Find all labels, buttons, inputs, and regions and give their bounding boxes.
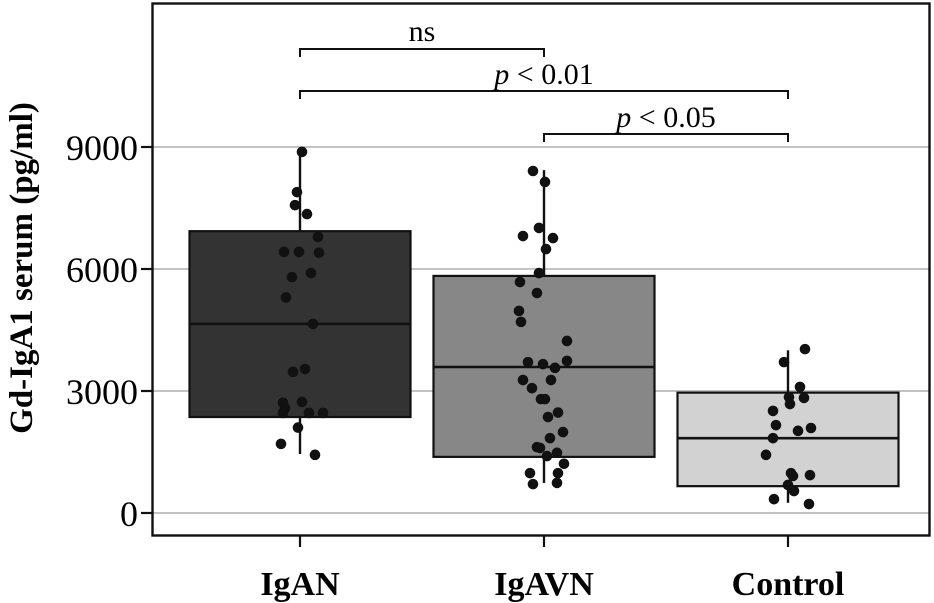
data-point-igan — [303, 407, 315, 419]
sig-label-ns-rest: ns — [409, 15, 436, 48]
data-point-igan — [280, 292, 292, 303]
sig-bracket-0 — [299, 48, 545, 57]
data-point-igavn — [551, 447, 563, 459]
data-point-igavn — [517, 230, 529, 242]
data-point-igavn — [539, 176, 551, 188]
data-point-igavn — [534, 442, 546, 454]
data-point-control — [803, 498, 815, 510]
data-point-control — [798, 392, 810, 404]
x-category-label-igavn: IgAVN — [494, 566, 594, 603]
plot-frame — [151, 2, 931, 537]
data-point-igan — [313, 247, 325, 259]
x-category-label-igan: IgAN — [260, 566, 340, 603]
data-point-igan — [275, 438, 287, 450]
data-point-igavn — [552, 467, 564, 479]
sig-bracket-2 — [543, 133, 789, 142]
data-point-control — [788, 485, 800, 497]
data-point-control — [767, 405, 779, 417]
data-point-igan — [301, 208, 313, 220]
data-point-igan — [289, 199, 301, 211]
sig-label-p001-rest: < 0.01 — [509, 58, 593, 91]
data-point-igan — [312, 231, 324, 243]
data-point-igavn — [533, 267, 545, 279]
data-point-igavn — [540, 243, 552, 255]
sig-label-p005: p < 0.05 — [614, 101, 715, 134]
data-point-igan — [307, 318, 319, 330]
data-point-igavn — [533, 222, 545, 234]
data-point-control — [792, 425, 804, 437]
sig-label-p005-italic: p — [614, 101, 631, 134]
sig-label-p001-italic: p — [492, 58, 509, 91]
data-point-igavn — [561, 355, 573, 367]
data-point-igan — [309, 449, 321, 461]
data-point-igan — [296, 396, 308, 408]
y-axis-title: Gd-IgA1 serum (pg/ml) — [4, 102, 40, 434]
data-point-igan — [305, 267, 317, 279]
data-point-igavn — [552, 407, 564, 418]
data-point-igan — [299, 363, 311, 375]
data-point-control — [799, 343, 811, 355]
data-point-igavn — [514, 276, 526, 288]
data-point-igan — [317, 407, 329, 419]
data-point-igavn — [558, 458, 570, 470]
data-point-igan — [291, 186, 303, 198]
data-point-control — [767, 432, 779, 444]
data-point-igavn — [526, 382, 538, 394]
data-point-control — [804, 469, 816, 481]
data-point-igavn — [537, 358, 549, 370]
data-point-igan — [287, 366, 299, 378]
data-point-igavn — [531, 287, 543, 299]
data-point-igan — [296, 146, 308, 158]
data-point-igan — [277, 407, 289, 419]
data-point-control — [787, 470, 799, 482]
y-tick-label-9000: 9000 — [66, 128, 138, 168]
sig-bracket-1 — [299, 90, 789, 99]
data-point-control — [794, 381, 806, 393]
plot-dynamic-layer — [141, 48, 929, 547]
sig-label-ns: ns — [409, 15, 436, 48]
data-point-igavn — [549, 362, 561, 374]
data-point-igan — [292, 422, 304, 433]
data-point-igavn — [561, 335, 573, 347]
data-point-igavn — [547, 232, 559, 244]
data-point-control — [770, 419, 782, 431]
sig-label-p001: p < 0.01 — [492, 58, 593, 91]
data-point-igan — [286, 271, 298, 283]
data-point-igavn — [527, 165, 539, 177]
data-point-igavn — [513, 305, 525, 317]
data-point-igavn — [527, 478, 539, 490]
data-point-igavn — [542, 411, 554, 423]
data-point-igan — [293, 246, 305, 258]
data-point-igavn — [522, 356, 534, 368]
data-point-igavn — [539, 393, 551, 405]
data-point-igan — [278, 246, 290, 258]
data-point-igavn — [517, 374, 529, 386]
data-point-igavn — [545, 374, 557, 386]
data-point-control — [805, 422, 817, 434]
y-tick-label-3000: 3000 — [66, 372, 138, 412]
data-point-igavn — [515, 316, 527, 328]
x-category-label-control: Control — [732, 566, 845, 603]
y-tick-label-0: 0 — [120, 494, 138, 534]
data-point-igavn — [557, 426, 569, 438]
data-point-control — [784, 398, 796, 410]
data-point-igavn — [541, 450, 553, 462]
data-point-control — [778, 356, 790, 368]
data-point-control — [760, 449, 772, 461]
data-point-igavn — [551, 477, 563, 489]
sig-label-p005-rest: < 0.05 — [631, 101, 715, 134]
data-point-igavn — [524, 467, 536, 479]
data-point-igavn — [544, 432, 556, 444]
data-point-control — [768, 493, 780, 505]
y-tick-label-6000: 6000 — [66, 250, 138, 290]
